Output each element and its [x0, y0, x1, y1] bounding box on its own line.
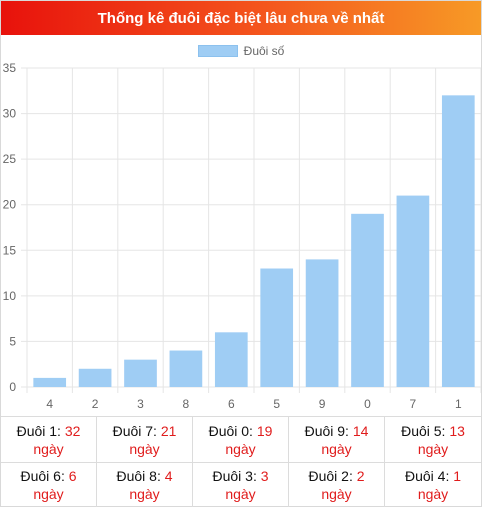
stats-grid: Đuôi 1: 32 ngày Đuôi 7: 21 ngày Đuôi 0: 19 ng… [1, 416, 481, 507]
stat-unit: ngày [129, 486, 160, 502]
stat-cell: Đuôi 9: 14 ngày [289, 417, 385, 463]
stat-value: 13 [449, 422, 465, 439]
stat-cell: Đuôi 3: 3 ngày [193, 463, 289, 507]
bar[interactable] [169, 350, 203, 387]
bar[interactable] [351, 213, 384, 387]
x-tick-label: 8 [183, 397, 190, 411]
stat-line: Đuôi 2: 2 [308, 467, 364, 485]
stat-value: 6 [68, 468, 77, 484]
stat-value: 3 [260, 468, 269, 484]
panel-title: Thống kê đuôi đặc biệt lâu chưa về nhất [1, 1, 481, 35]
stat-cell: Đuôi 8: 4 ngày [97, 463, 193, 507]
stat-label: Đuôi 2: [308, 468, 353, 484]
bar[interactable] [396, 195, 430, 387]
stat-value: 19 [256, 422, 273, 439]
y-tick-label: 15 [3, 243, 17, 257]
x-tick-label: 5 [273, 397, 280, 411]
stat-line: Đuôi 5: 13 [401, 422, 465, 440]
bar-chart: 0 5 10 15 20 25 30 35 4 2 3 8 6 5 9 0 7 1 [3, 61, 481, 411]
legend-label: Đuôi số [243, 44, 285, 58]
stat-unit: ngày [321, 440, 352, 457]
y-tick-label: 5 [9, 334, 16, 348]
stat-unit: ngày [225, 440, 256, 457]
legend-swatch [197, 45, 238, 57]
stat-label: Đuôi 7: [112, 422, 157, 439]
stat-value: 2 [356, 468, 365, 484]
stat-unit: ngày [129, 440, 160, 457]
stat-line: Đuôi 1: 32 [17, 422, 81, 440]
stat-unit: ngày [33, 486, 64, 502]
stat-label: Đuôi 8: [116, 468, 161, 484]
stat-value: 21 [160, 422, 177, 439]
bar[interactable] [441, 95, 475, 387]
stat-line: Đuôi 8: 4 [116, 467, 172, 485]
x-tick-label: 0 [364, 397, 371, 411]
stat-label: Đuôi 3: [212, 468, 257, 484]
stat-label: Đuôi 5: [401, 422, 446, 439]
y-tick-label: 30 [3, 107, 17, 121]
stat-cell: Đuôi 2: 2 ngày [289, 463, 385, 507]
stat-cell: Đuôi 6: 6 ngày [1, 463, 97, 507]
stat-cell: Đuôi 4: 1 ngày [385, 463, 481, 507]
stat-value: 32 [64, 422, 81, 439]
y-tick-label: 10 [3, 289, 17, 303]
x-tick-label: 7 [410, 397, 417, 411]
stat-unit: ngày [225, 486, 256, 502]
bar[interactable] [124, 359, 157, 387]
stat-label: Đuôi 0: [208, 422, 253, 439]
stat-cell: Đuôi 1: 32 ngày [1, 417, 97, 463]
x-tick-label: 1 [455, 397, 462, 411]
x-tick-label: 6 [228, 397, 235, 411]
y-tick-label: 0 [9, 380, 16, 394]
stat-line: Đuôi 3: 3 [212, 467, 268, 485]
stat-value: 4 [164, 468, 173, 484]
stat-unit: ngày [417, 486, 449, 502]
x-tick-label: 2 [92, 397, 99, 411]
stat-line: Đuôi 0: 19 [209, 422, 273, 440]
bar[interactable] [33, 377, 67, 387]
chart-legend[interactable]: Đuôi số [1, 44, 481, 58]
y-tick-label: 35 [3, 61, 17, 75]
stat-unit: ngày [417, 440, 449, 457]
stat-line: Đuôi 7: 21 [113, 422, 177, 440]
stat-label: Đuôi 4: [404, 468, 450, 484]
stat-line: Đuôi 6: 6 [20, 467, 76, 485]
stat-label: Đuôi 6: [20, 468, 65, 484]
x-tick-label: 3 [137, 397, 144, 411]
stat-cell: Đuôi 5: 13 ngày [385, 417, 481, 463]
stat-value: 1 [453, 468, 462, 484]
stat-value: 14 [352, 422, 369, 439]
x-tick-label: 4 [46, 397, 53, 411]
bar[interactable] [305, 259, 339, 387]
chart-area: 0 5 10 15 20 25 30 35 4 2 3 8 6 5 9 0 7 1 Đuôi số [1, 35, 481, 416]
stat-label: Đuôi 9: [304, 422, 349, 439]
stat-line: Đuôi 9: 14 [305, 422, 369, 440]
stat-line: Đuôi 4: 1 [405, 467, 461, 485]
stat-cell: Đuôi 7: 21 ngày [97, 417, 193, 463]
stat-unit: ngày [33, 440, 64, 457]
stat-label: Đuôi 1: [16, 422, 61, 439]
bar[interactable] [214, 332, 248, 387]
stat-unit: ngày [321, 486, 352, 502]
y-tick-label: 20 [3, 198, 17, 212]
bar[interactable] [260, 268, 294, 387]
bar[interactable] [78, 368, 112, 387]
stat-cell: Đuôi 0: 19 ngày [193, 417, 289, 463]
y-tick-label: 25 [3, 152, 17, 166]
x-tick-label: 9 [319, 397, 326, 411]
